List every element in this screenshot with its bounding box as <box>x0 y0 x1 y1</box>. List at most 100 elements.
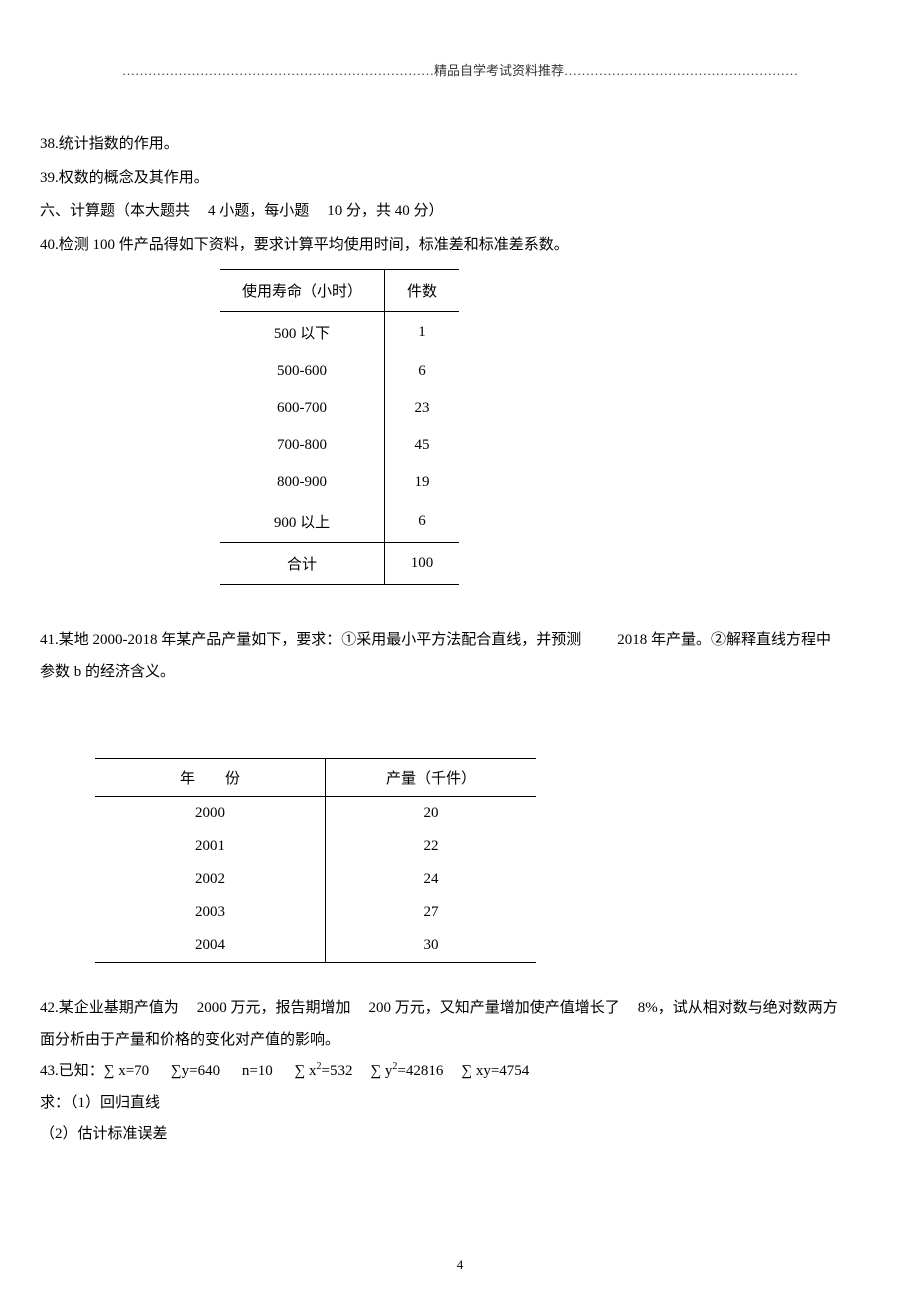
year-cell: 2002 <box>95 863 326 896</box>
q40-tail: 件产品得如下资料，要求计算平均使用时间，标准差和标准差系数。 <box>119 237 569 253</box>
question-41-line1: 41.某地 2000-2018 年某产品产量如下，要求：①采用最小平方法配合直线… <box>40 625 880 657</box>
output-cell: 20 <box>326 797 537 831</box>
col-output-header: 产量（千件） <box>326 759 537 797</box>
year-cell: 2004 <box>95 929 326 963</box>
table-row: 700-800 45 <box>220 427 459 464</box>
q42-pct: 8% <box>638 1000 658 1016</box>
q41-param: b <box>74 664 82 680</box>
q40-prefix: 40.检测 <box>40 237 89 253</box>
count-cell: 45 <box>385 427 460 464</box>
life-cell: 500-600 <box>220 353 385 390</box>
life-cell: 900 以上 <box>220 501 385 543</box>
q43-sx-v: 70 <box>134 1063 149 1079</box>
q41-line2a: 参数 <box>40 664 70 680</box>
table-row: 2003 27 <box>95 896 536 929</box>
q43-sy-v: 640 <box>198 1063 221 1079</box>
question-42-line1: 42.某企业基期产值为 2000 万元，报告期增加 200 万元，又知产量增加使产值… <box>40 993 880 1025</box>
section6-mid2: 分，共 <box>346 203 391 219</box>
year-cell: 2001 <box>95 830 326 863</box>
total-value: 100 <box>385 543 460 585</box>
q41-b: 年某产品产量如下，要求：①采用最小平方法配合直线，并预测 <box>161 632 581 648</box>
q40-n: 100 <box>93 237 116 253</box>
count-cell: 1 <box>385 312 460 354</box>
header-note: ………………………………………………………………精品自学考试资料推荐………………… <box>40 60 880 79</box>
q41-c: 年产量。②解释直线方程中 <box>651 632 831 648</box>
q43-n-v: 10 <box>258 1063 273 1079</box>
year-cell: 2003 <box>95 896 326 929</box>
total-label: 合计 <box>220 543 385 585</box>
section6-label: 六、计算题（本大题共 <box>40 203 190 219</box>
year-cell: 2000 <box>95 797 326 831</box>
section6-per: 10 <box>327 203 342 219</box>
header-text: 精品自学考试资料推荐 <box>434 63 564 78</box>
q42-c: 万元，又知产量增加使产值增长了 <box>395 1000 620 1016</box>
table-row: 2004 30 <box>95 929 536 963</box>
table-header-row: 年 份 产量（千件） <box>95 759 536 797</box>
table-row: 900 以上 6 <box>220 501 459 543</box>
q42-v2: 200 <box>369 1000 392 1016</box>
question-38: 38.统计指数的作用。 <box>40 129 880 161</box>
lifetime-table: 使用寿命（小时） 件数 500 以下 1 500-600 6 600-700 2… <box>220 269 459 585</box>
section6-total: 40 <box>395 203 410 219</box>
header-dots-left: ……………………………………………………………… <box>122 63 434 78</box>
table-header-row: 使用寿命（小时） 件数 <box>220 270 459 312</box>
col-life-header: 使用寿命（小时） <box>220 270 385 312</box>
table-row: 2000 20 <box>95 797 536 831</box>
life-cell: 600-700 <box>220 390 385 427</box>
col-year-header: 年 份 <box>95 759 326 797</box>
question-43-given: 43.已知：∑ x=70 ∑y=640 n=10 ∑ x2=532∑ y2=42… <box>40 1056 880 1088</box>
table-total-row: 合计 100 <box>220 543 459 585</box>
life-cell: 800-900 <box>220 464 385 501</box>
col-count-header: 件数 <box>385 270 460 312</box>
section6-count: 4 <box>208 203 216 219</box>
section6-mid1: 小题，每小题 <box>219 203 309 219</box>
q43-prefix: 43.已知： <box>40 1063 104 1079</box>
life-cell: 500 以下 <box>220 312 385 354</box>
q43-sxy-l: ∑ xy= <box>461 1063 499 1079</box>
table-row: 600-700 23 <box>220 390 459 427</box>
count-cell: 19 <box>385 464 460 501</box>
q43-sx2-eq: = <box>322 1063 330 1079</box>
q43-sxy-v: 4754 <box>499 1063 529 1079</box>
question-42-line2: 面分析由于产量和价格的变化对产值的影响。 <box>40 1025 880 1057</box>
output-cell: 22 <box>326 830 537 863</box>
count-cell: 23 <box>385 390 460 427</box>
table-row: 800-900 19 <box>220 464 459 501</box>
q41-line2b: 的经济含义。 <box>85 664 175 680</box>
section-6-heading: 六、计算题（本大题共 4 小题，每小题 10 分，共 40 分） <box>40 196 880 228</box>
q41-a: 41.某地 <box>40 632 89 648</box>
table-row: 2002 24 <box>95 863 536 896</box>
q41-years: 2000-2018 <box>93 632 158 648</box>
header-dots-right: ……………………………………………… <box>564 63 798 78</box>
output-table: 年 份 产量（千件） 2000 20 2001 22 2002 24 2003 … <box>95 758 536 963</box>
q42-v1: 2000 <box>197 1000 227 1016</box>
q43-sx2-v: 532 <box>330 1063 353 1079</box>
count-cell: 6 <box>385 501 460 543</box>
output-cell: 27 <box>326 896 537 929</box>
question-43-ask1: 求：（1）回归直线 <box>40 1088 880 1120</box>
page-number: 4 <box>0 1257 920 1273</box>
life-cell: 700-800 <box>220 427 385 464</box>
output-cell: 30 <box>326 929 537 963</box>
q41-predict-year: 2018 <box>617 632 647 648</box>
question-41-line2: 参数 b 的经济含义。 <box>40 657 880 689</box>
section6-tail: 分） <box>414 203 444 219</box>
q42-b: 万元，报告期增加 <box>231 1000 351 1016</box>
count-cell: 6 <box>385 353 460 390</box>
q42-a: 42.某企业基期产值为 <box>40 1000 179 1016</box>
question-43-ask2: （2）估计标准误差 <box>40 1119 880 1151</box>
q43-sy2-l: ∑ y <box>370 1063 392 1079</box>
q43-n-l: n= <box>242 1063 258 1079</box>
q43-sx2-l: ∑ x <box>295 1063 317 1079</box>
q43-sx-l: ∑ x= <box>104 1063 134 1079</box>
question-39: 39.权数的概念及其作用。 <box>40 163 880 195</box>
q43-sy2-v: 42816 <box>406 1063 444 1079</box>
q42-d: ，试从相对数与绝对数两方 <box>658 1000 838 1016</box>
table-row: 2001 22 <box>95 830 536 863</box>
output-cell: 24 <box>326 863 537 896</box>
q43-sy-l: ∑y= <box>171 1063 198 1079</box>
table-row: 500-600 6 <box>220 353 459 390</box>
question-40: 40.检测 100 件产品得如下资料，要求计算平均使用时间，标准差和标准差系数。 <box>40 230 880 262</box>
q43-sy2-eq: = <box>397 1063 405 1079</box>
table-row: 500 以下 1 <box>220 312 459 354</box>
